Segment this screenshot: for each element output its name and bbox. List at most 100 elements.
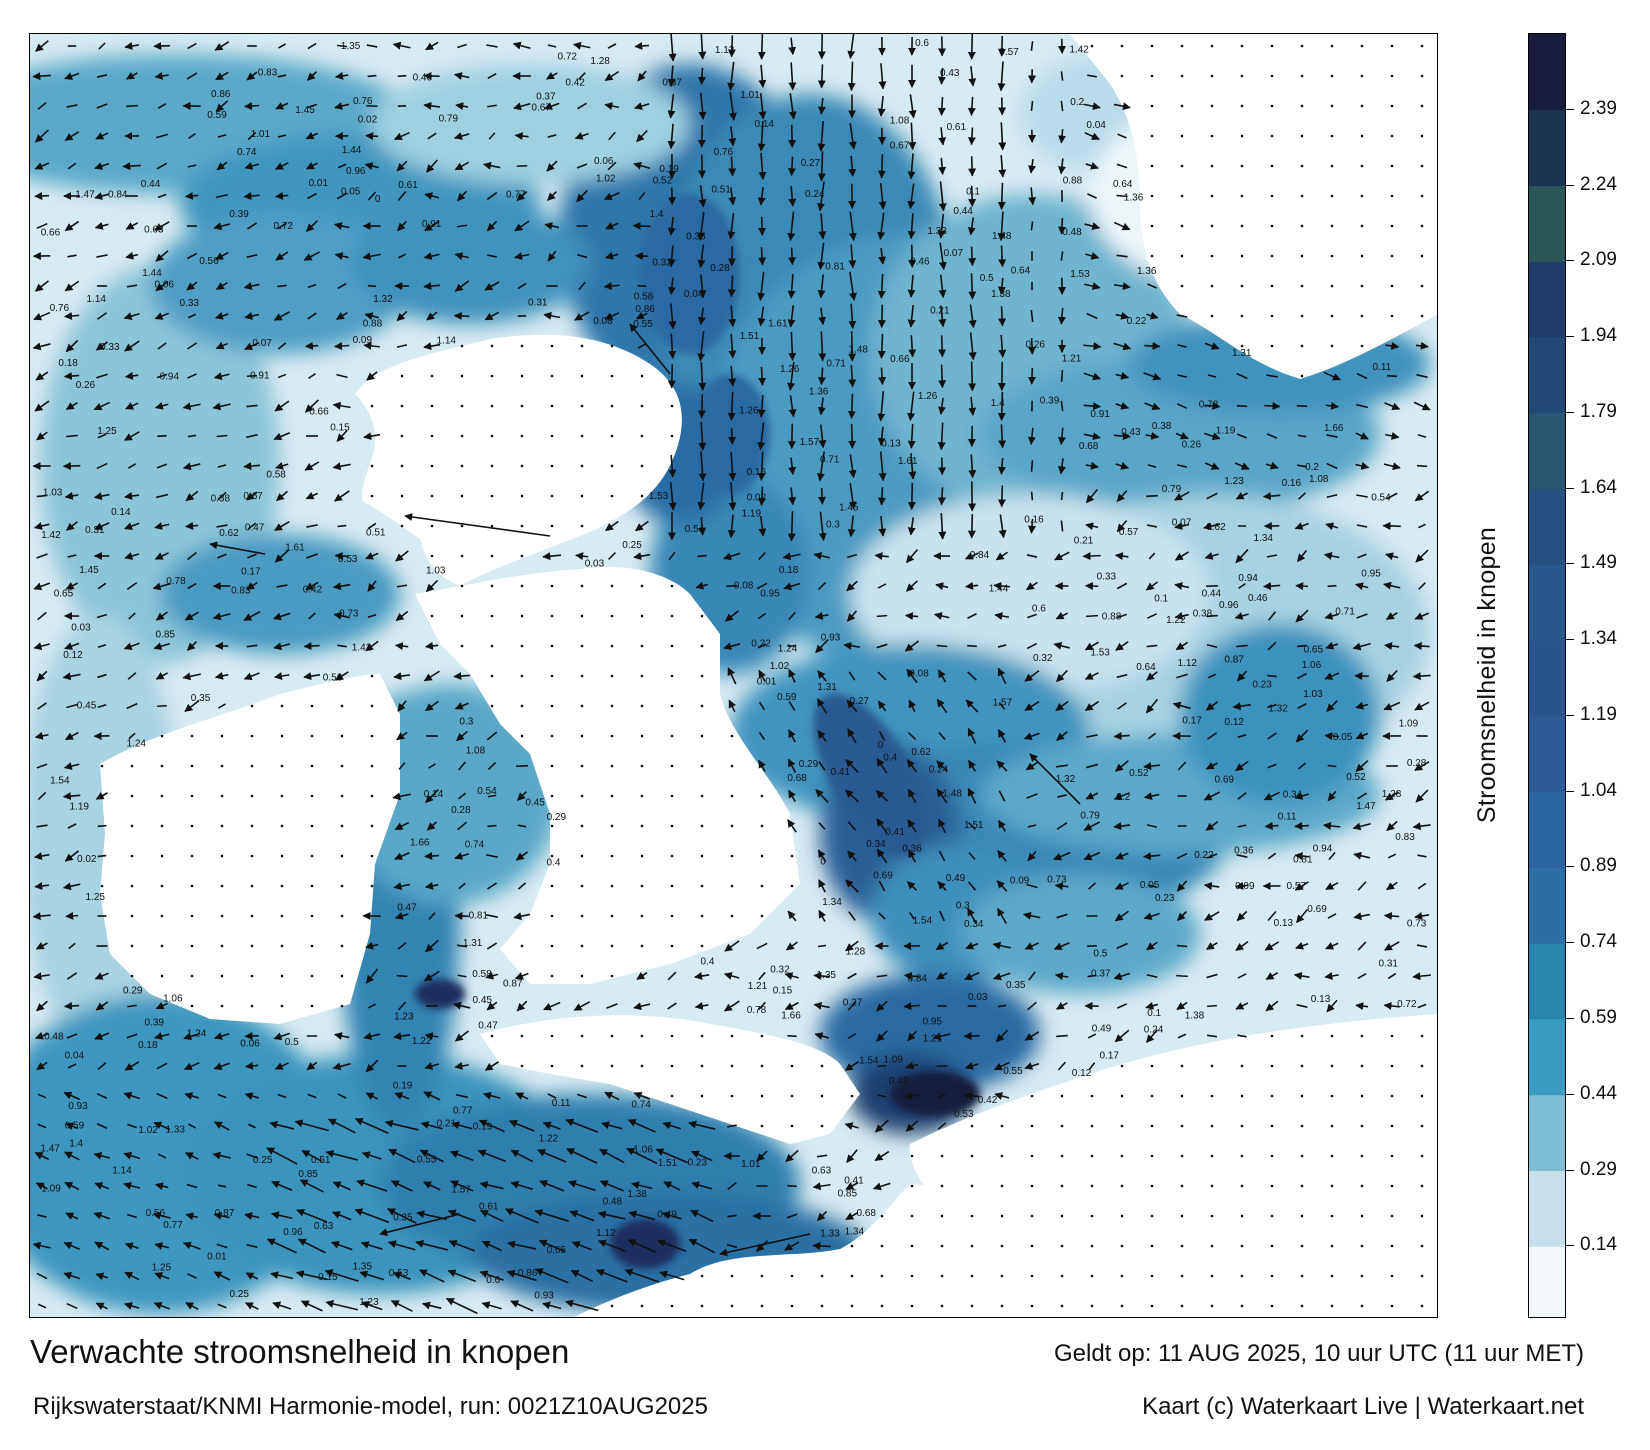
grid-dot [340,1004,344,1008]
current-arrow [1207,1034,1217,1038]
current-arrow [243,611,261,621]
current-arrow [845,758,859,774]
speed-label: 1.45 [295,105,315,116]
current-arrow [1237,824,1247,828]
current-arrow [998,702,1006,710]
current-arrow [727,275,736,298]
speed-label: 1.24 [127,739,147,750]
current-arrow [1116,254,1128,258]
current-arrow [847,515,856,538]
current-arrow [964,1061,979,1070]
current-arrow [447,1269,476,1283]
current-arrow [847,1033,857,1039]
current-arrow [570,1269,594,1283]
current-arrow [154,71,169,80]
grid-dot [1210,1214,1214,1218]
current-arrow [817,944,827,948]
current-arrow [217,703,227,709]
current-arrow [394,821,410,831]
grid-dot [610,344,614,348]
current-arrow [758,152,767,181]
current-arrow [1176,974,1188,978]
grid-dot [610,854,614,858]
grid-dot [340,764,344,768]
grid-dot [490,494,494,498]
grid-dot [1420,254,1424,258]
current-arrow [848,365,857,388]
current-arrow [1236,854,1248,858]
grid-dot [970,1154,974,1158]
current-arrow [595,1268,628,1283]
current-arrow [1295,729,1309,743]
current-arrow [997,277,1006,295]
current-arrow [628,1210,656,1221]
current-arrow [66,104,78,108]
current-arrow [1088,882,1096,890]
current-arrow [1028,518,1036,534]
current-arrow [96,74,108,78]
speed-label: 0.47 [397,902,417,913]
current-arrow [907,1030,917,1042]
speed-label: 1.03 [426,565,446,576]
current-arrow [964,971,980,981]
current-arrow [1296,404,1308,408]
current-arrow [1296,1004,1308,1008]
current-arrow [423,252,440,261]
current-arrow [903,972,920,980]
current-arrow [1297,644,1307,648]
speed-label: 0.08 [734,581,754,592]
current-arrow [784,972,799,980]
grid-dot [1390,1274,1394,1278]
current-arrow [1060,491,1064,501]
speed-label: 0.86 [635,304,655,315]
grid-dot [700,1064,704,1068]
current-arrow [697,244,706,269]
grid-dot [550,854,554,858]
grid-dot [220,974,224,978]
grid-dot [520,374,524,378]
current-arrow [1383,581,1401,590]
current-arrow [848,454,857,479]
current-arrow [690,1209,714,1223]
current-arrow [186,281,198,291]
current-arrow [697,554,707,558]
grid-dot [580,524,584,528]
current-arrow [1113,282,1131,291]
speed-label: 0.63 [144,225,164,236]
speed-label: 1.02 [770,661,790,672]
current-arrow [1086,734,1098,738]
colorbar-tick-mark [1566,866,1574,868]
grid-dot [1270,1184,1274,1188]
colorbar-tick-mark [1566,563,1574,565]
speed-label: 1.23 [1224,476,1244,487]
grid-dot [1060,1154,1064,1158]
speed-label: 1.44 [342,145,362,156]
grid-dot [970,1274,974,1278]
current-arrow [1203,432,1221,441]
current-arrow [668,34,677,62]
speed-label: 0.87 [215,1208,235,1219]
current-arrow [184,1152,199,1160]
current-arrow [1296,550,1308,563]
current-arrow [270,1211,293,1220]
current-arrow [217,1303,227,1309]
current-arrow [397,74,407,78]
grid-dot [370,764,374,768]
current-arrow [336,192,348,200]
grid-dot [310,914,314,918]
current-arrow [1022,911,1041,920]
current-arrow [216,1243,228,1249]
current-arrow [817,242,826,271]
speed-label: 0.46 [1248,593,1268,604]
grid-dot [520,344,524,348]
current-arrow [1355,701,1369,710]
grid-dot [760,1094,764,1098]
grid-dot [400,524,404,528]
grid-dot [640,884,644,888]
speed-label: 1.61 [898,456,918,467]
current-arrow [393,672,411,681]
speed-label: 0.08 [593,316,613,327]
current-arrow [273,1032,291,1041]
current-arrow [185,490,199,502]
current-arrow [274,162,289,170]
